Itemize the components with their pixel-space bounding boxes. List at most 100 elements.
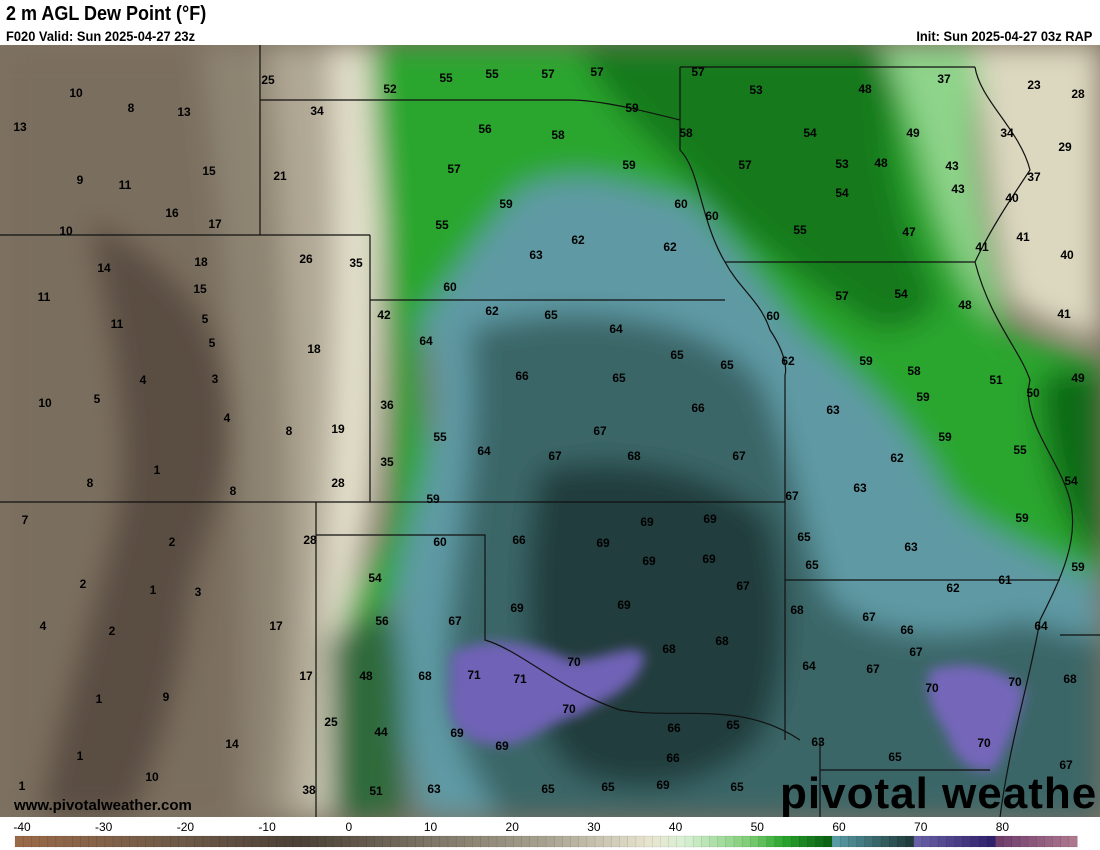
colorbar-swatch	[513, 835, 523, 848]
colorbar-swatch	[80, 835, 90, 848]
colorbar-swatch	[47, 835, 57, 848]
dew-point-value: 69	[450, 726, 464, 740]
colorbar-swatch	[243, 835, 253, 848]
dew-point-value: 13	[177, 105, 191, 119]
colorbar-swatch	[390, 835, 400, 848]
dew-point-value: 59	[622, 158, 636, 172]
colorbar-swatch	[594, 835, 604, 848]
dew-point-value: 69	[640, 515, 654, 529]
dew-point-value: 2	[169, 535, 176, 549]
colorbar-swatch	[1003, 835, 1013, 848]
dew-point-value: 66	[691, 401, 705, 415]
colorbar-swatch	[856, 835, 866, 848]
dew-point-value: 60	[705, 209, 719, 223]
dew-point-value: 21	[273, 169, 287, 183]
dew-point-value: 57	[590, 65, 604, 79]
colorbar-swatch	[701, 835, 711, 848]
dew-point-value: 68	[1063, 672, 1077, 686]
dew-point-value: 44	[374, 725, 388, 739]
colorbar-swatch	[464, 835, 474, 848]
colorbar-swatch	[717, 835, 727, 848]
colorbar-swatch	[848, 835, 858, 848]
colorbar-swatch	[104, 835, 114, 848]
colorbar-swatch	[831, 835, 841, 848]
dew-point-value: 13	[13, 120, 27, 134]
dew-point-value: 2	[80, 577, 87, 591]
dew-point-value: 42	[377, 308, 391, 322]
dew-point-value: 54	[894, 287, 908, 301]
dew-point-value: 65	[797, 530, 811, 544]
colorbar-swatch	[325, 835, 335, 848]
colorbar-tick-label: 50	[751, 820, 765, 834]
dew-point-value: 51	[989, 373, 1003, 387]
dew-point-value: 15	[193, 282, 207, 296]
colorbar-swatch	[872, 835, 882, 848]
dew-point-value: 43	[951, 182, 965, 196]
colorbar-swatch	[652, 835, 661, 848]
colorbar-swatch	[643, 835, 653, 848]
colorbar-swatch	[790, 835, 800, 848]
dew-point-value: 69	[702, 552, 716, 566]
dew-point-value: 55	[433, 430, 447, 444]
dew-point-value: 60	[674, 197, 688, 211]
colorbar-swatch	[545, 835, 555, 848]
dew-point-value: 67	[548, 449, 562, 463]
dew-point-value: 17	[299, 669, 313, 683]
dew-point-value: 59	[859, 354, 873, 368]
dew-point-value: 68	[627, 449, 641, 463]
dew-point-value: 48	[958, 298, 972, 312]
dew-point-value: 26	[299, 252, 313, 266]
dew-point-value: 1	[77, 749, 84, 763]
dew-point-value: 1	[154, 463, 161, 477]
dew-point-value: 59	[426, 492, 440, 506]
dew-point-value: 43	[945, 159, 959, 173]
dew-point-value: 64	[1034, 619, 1048, 633]
dew-point-value: 70	[562, 702, 576, 716]
dew-point-value: 63	[904, 540, 918, 554]
dew-point-value: 64	[609, 322, 623, 336]
dew-point-value: 62	[663, 240, 677, 254]
dew-point-value: 49	[906, 126, 920, 140]
colorbar-swatch	[929, 835, 939, 848]
colorbar-swatch	[341, 835, 351, 848]
dew-point-value: 10	[59, 224, 73, 238]
dew-point-value: 69	[617, 598, 631, 612]
dew-point-value: 48	[858, 82, 872, 96]
colorbar-swatch	[660, 835, 670, 848]
colorbar-swatch	[537, 835, 547, 848]
dew-point-value: 10	[145, 770, 159, 784]
colorbar-swatch	[676, 835, 686, 848]
colorbar-swatch	[423, 835, 433, 848]
dew-point-value: 59	[499, 197, 513, 211]
dew-point-value: 55	[439, 71, 453, 85]
colorbar-swatch	[611, 835, 621, 848]
colorbar-swatch	[1019, 835, 1029, 848]
colorbar-swatch	[970, 835, 980, 848]
dew-point-value: 17	[208, 217, 222, 231]
dew-point-value: 56	[375, 614, 389, 628]
colorbar-swatch	[439, 835, 449, 848]
colorbar-swatch	[823, 835, 833, 848]
dew-point-value: 63	[853, 481, 867, 495]
colorbar-swatch	[684, 835, 694, 848]
dew-point-value: 68	[418, 669, 432, 683]
dew-point-value: 65	[541, 782, 555, 796]
colorbar-swatch	[22, 835, 32, 848]
colorbar-swatch	[496, 835, 506, 848]
dew-point-value: 40	[1060, 248, 1074, 262]
colorbar-swatch	[954, 835, 964, 848]
dew-point-value: 8	[87, 476, 94, 490]
dew-point-value: 11	[119, 178, 132, 192]
dew-point-value: 69	[495, 739, 509, 753]
dew-point-value: 11	[111, 317, 124, 331]
colorbar-swatch	[219, 835, 228, 848]
colorbar-swatch	[774, 835, 784, 848]
colorbar-swatch	[921, 835, 931, 848]
dew-point-value: 65	[612, 371, 626, 385]
colorbar-swatch	[14, 835, 24, 848]
colorbar-swatch	[766, 835, 776, 848]
colorbar-swatch	[357, 835, 367, 848]
colorbar-tick-label: 10	[424, 820, 438, 834]
website-url[interactable]: www.pivotalweather.com	[14, 797, 192, 814]
